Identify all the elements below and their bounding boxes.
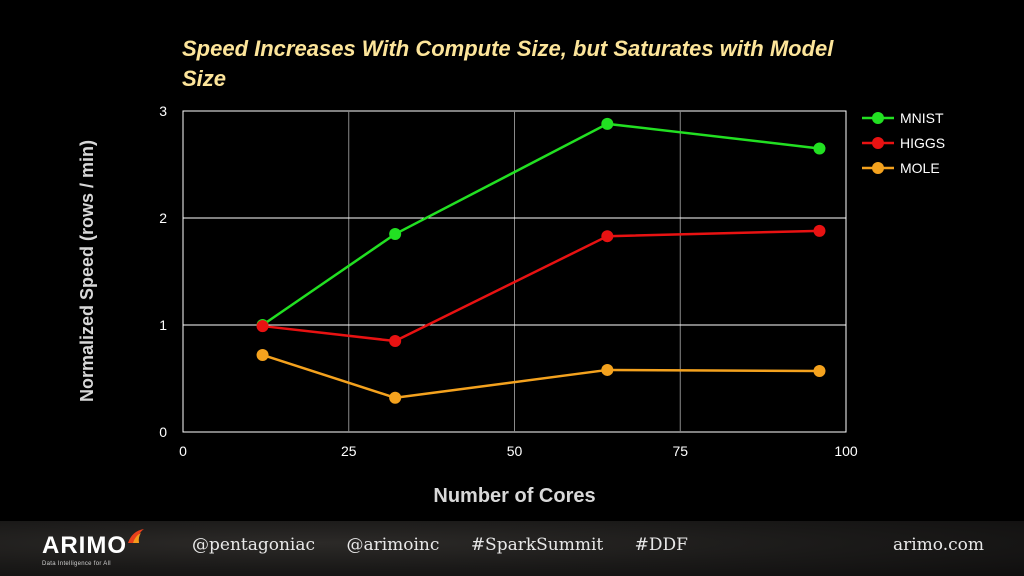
hashtag-ddf: #DDF [634, 535, 688, 555]
data-point-mole [256, 348, 269, 361]
x-tick-label: 75 [672, 443, 688, 459]
handle-pentagoniac: @pentagoniac [192, 535, 316, 555]
line-chart: 0 25 50 75 100 0 1 2 3 MNIST HIGGS MOLE Number of … [77, 103, 945, 507]
x-tick-label: 100 [834, 443, 858, 459]
arimo-logo: ARIMO Data Intelligence for All [42, 529, 144, 567]
hashtag-sparksummit: #SparkSummit [470, 535, 604, 555]
legend-label-mnist: MNIST [900, 110, 944, 126]
data-point-higgs [813, 224, 826, 237]
legend-marker-higgs [872, 137, 884, 149]
x-tick-label: 25 [341, 443, 357, 459]
slide-title: Speed Increases With Compute Size, but S… [182, 36, 834, 91]
series-line-mole [262, 353, 820, 400]
series-layer [256, 117, 826, 404]
x-axis-label: Number of Cores [433, 485, 595, 507]
x-tick-label: 0 [179, 443, 187, 459]
legend-marker-mole [872, 162, 884, 174]
y-tick-label: 1 [159, 317, 167, 333]
data-point-mole [601, 363, 614, 376]
data-point-mnist [601, 117, 614, 130]
x-tick-label: 50 [507, 443, 523, 459]
y-tick-label: 0 [159, 424, 167, 440]
data-point-mnist [389, 228, 402, 241]
data-point-mole [389, 391, 402, 404]
logo-tagline: Data Intelligence for All [42, 561, 111, 567]
data-point-mnist [813, 142, 826, 155]
data-point-mole [813, 365, 826, 378]
legend-marker-mnist [872, 112, 884, 124]
handle-arimoinc: @arimoinc [346, 535, 440, 555]
flame-icon [128, 529, 144, 543]
y-tick-label: 3 [159, 103, 167, 119]
y-tick-label: 2 [159, 210, 167, 226]
series-line-higgs [262, 229, 820, 343]
grid-lines [183, 111, 846, 432]
series-line-mnist [261, 122, 820, 327]
data-point-higgs [601, 230, 614, 243]
legend: MNIST HIGGS MOLE [862, 110, 945, 176]
logo-text: ARIMO [42, 532, 127, 559]
data-point-higgs [389, 335, 402, 348]
axis-ticks: 0 25 50 75 100 0 1 2 3 [159, 103, 858, 459]
data-point-higgs [256, 320, 269, 333]
axis-labels: Number of Cores Normalized Speed (rows / … [77, 140, 596, 507]
legend-label-higgs: HIGGS [900, 135, 945, 151]
website-url: arimo.com [892, 535, 984, 555]
social-handles: @pentagoniac @arimoinc #SparkSummit #DDF [192, 535, 714, 555]
y-axis-label: Normalized Speed (rows / min) [77, 140, 97, 402]
legend-label-mole: MOLE [900, 160, 940, 176]
footer-bar: ARIMO Data Intelligence for All @pentago… [0, 521, 1024, 576]
